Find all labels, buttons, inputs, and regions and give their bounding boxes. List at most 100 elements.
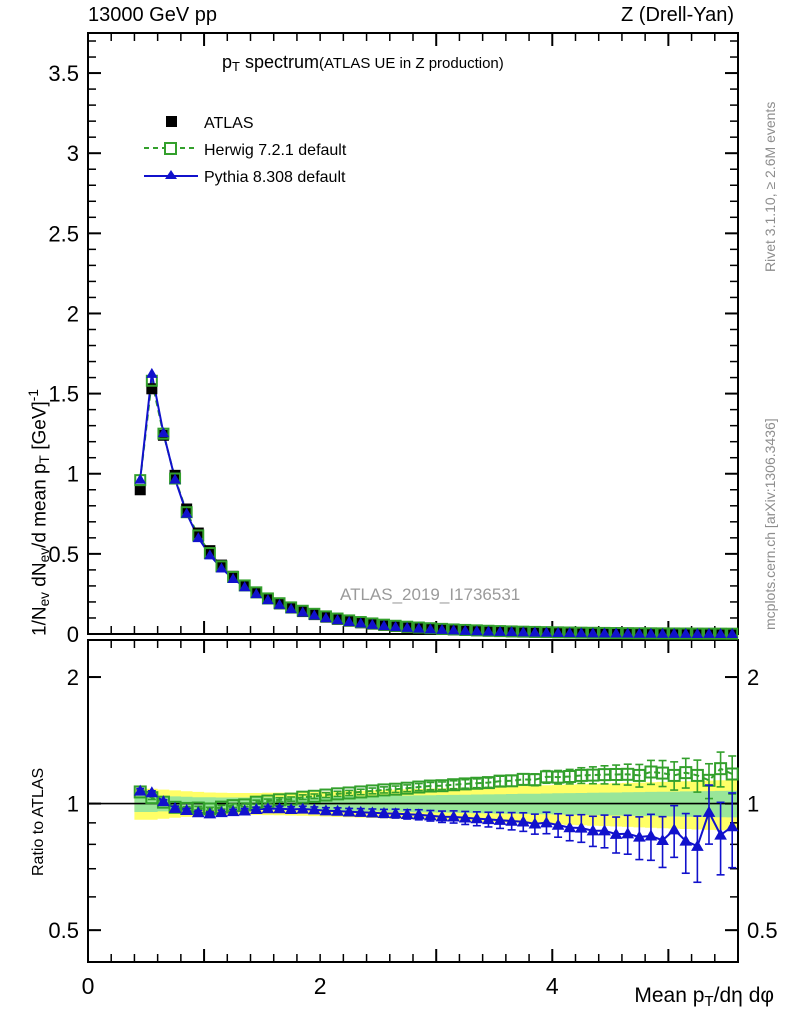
main-marker-pythia	[250, 588, 263, 599]
pythia-marker-icon	[138, 167, 204, 188]
ratio-marker-pythia	[377, 807, 391, 819]
title-pt-subscript: T	[232, 59, 240, 75]
ratio-marker-pythia	[331, 804, 344, 816]
ratio-marker-pythia	[215, 806, 228, 818]
main-marker-pythia	[273, 598, 286, 609]
x-tick-label: 4	[546, 973, 559, 999]
legend: ATLAS Herwig 7.2.1 default Pythia 8.308 …	[138, 110, 346, 191]
main-marker-pythia	[238, 581, 251, 592]
ratio-marker-pythia	[424, 809, 437, 821]
ratio-marker-pythia	[505, 814, 518, 826]
ratio-marker-pythia	[470, 812, 484, 824]
ratio-marker-pythia	[633, 830, 646, 842]
main-marker-pythia	[633, 627, 646, 638]
main-marker-pythia	[517, 626, 530, 637]
ratio-marker-pythia	[180, 803, 193, 815]
ratio-marker-pythia	[621, 827, 635, 839]
ratio-marker-pythia	[145, 786, 159, 798]
main-marker-pythia	[204, 549, 216, 560]
ratio-marker-pythia	[609, 827, 623, 839]
main-marker-pythia	[169, 473, 181, 484]
main-marker-pythia	[180, 507, 193, 518]
xl1: T	[704, 992, 714, 1010]
ratio-marker-pythia	[493, 813, 507, 825]
ratio-marker-pythia	[273, 802, 286, 814]
herwig-marker-icon	[138, 140, 204, 161]
main-marker-pythia	[703, 627, 715, 638]
main-marker-pythia	[343, 615, 355, 626]
main-marker-pythia	[378, 620, 390, 631]
ratio-marker-pythia	[389, 807, 402, 819]
main-marker-pythia	[505, 626, 518, 637]
x-tick-label: 2	[314, 973, 327, 999]
ratio-marker-pythia	[679, 834, 693, 846]
plot-title: pT spectrum(ATLAS UE in Z production)	[222, 52, 504, 74]
main-ytick-label: 3.5	[48, 61, 79, 86]
main-marker-pythia	[471, 625, 483, 636]
ratio-marker-pythia	[540, 816, 553, 828]
ratio-marker-pythia	[261, 802, 275, 814]
main-marker-pythia	[296, 606, 309, 617]
main-marker-pythia	[447, 624, 460, 635]
legend-item-atlas[interactable]: ATLAS	[138, 110, 346, 137]
main-ytick-label: 1	[67, 462, 79, 487]
ratio-marker-pythia	[354, 805, 368, 817]
ratio-marker-pythia	[249, 803, 263, 815]
main-ytick-label: 3	[67, 141, 79, 166]
main-marker-pythia	[459, 624, 471, 635]
main-marker-pythia	[621, 627, 634, 638]
main-marker-pythia	[529, 626, 541, 637]
ratio-marker-pythia	[296, 802, 310, 814]
ratio-ytick-label: 2	[67, 665, 79, 690]
ratio-marker-pythia	[528, 817, 542, 829]
ratio-marker-pythia	[458, 811, 472, 823]
ratio-marker-herwig	[725, 767, 739, 781]
ratio-marker-pythia	[714, 828, 727, 840]
ratio-ytick-label: 0.5	[48, 918, 79, 943]
legend-item-pythia[interactable]: Pythia 8.308 default	[138, 164, 346, 191]
ratio-marker-pythia	[284, 803, 298, 815]
ratio-marker-pythia	[366, 806, 379, 818]
main-marker-pythia	[215, 562, 228, 573]
main-ytick-label: 2	[67, 301, 79, 326]
ratio-marker-pythia	[157, 795, 170, 807]
main-marker-pythia	[192, 532, 205, 543]
ratio-marker-pythia	[133, 784, 147, 796]
legend-label-pythia: Pythia 8.308 default	[204, 168, 346, 186]
ratio-marker-pythia	[400, 808, 414, 820]
ratio-ytick-label-right: 2	[747, 665, 759, 690]
ratio-marker-pythia	[482, 813, 495, 825]
main-marker-pythia	[262, 594, 274, 605]
ratio-marker-pythia	[447, 810, 460, 822]
ratio-marker-pythia	[238, 804, 252, 816]
main-ytick-label: 0	[67, 622, 79, 647]
main-marker-pythia	[610, 627, 622, 638]
ratio-marker-pythia	[586, 824, 600, 836]
main-marker-pythia	[355, 617, 367, 628]
main-marker-pythia	[436, 623, 448, 634]
ratio-marker-pythia	[516, 815, 530, 827]
main-marker-pythia	[575, 627, 588, 638]
xl2: /d	[713, 984, 732, 1007]
ratio-marker-pythia	[203, 807, 217, 819]
main-marker-pythia	[714, 627, 727, 638]
ratio-marker-pythia	[574, 821, 588, 833]
main-marker-pythia	[157, 427, 170, 438]
main-marker-pythia	[563, 627, 576, 638]
main-marker-pythia	[424, 623, 437, 634]
ratio-marker-pythia	[598, 824, 611, 836]
main-marker-pythia	[146, 367, 158, 378]
ratio-ytick-label: 1	[67, 792, 79, 817]
main-marker-pythia	[645, 627, 657, 638]
legend-item-herwig[interactable]: Herwig 7.2.1 default	[138, 137, 346, 164]
main-marker-pythia	[227, 572, 239, 583]
xl4: d	[742, 984, 761, 1007]
ratio-marker-pythia	[702, 805, 716, 817]
header-left: 13000 GeV pp	[88, 4, 217, 26]
ratio-marker-pythia	[168, 801, 182, 813]
ratio-marker-pythia	[551, 818, 565, 830]
ratio-marker-pythia	[691, 839, 704, 851]
legend-label-herwig: Herwig 7.2.1 default	[204, 141, 347, 159]
main-marker-pythia	[331, 614, 344, 625]
